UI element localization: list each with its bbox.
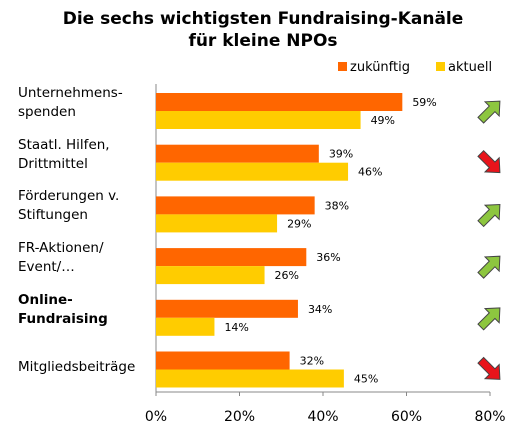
category-label-line: Fundraising — [18, 310, 108, 327]
category-label-line: Event/… — [18, 259, 75, 276]
bar-aktuell — [156, 369, 344, 388]
category-label: Mitgliedsbeiträge — [18, 358, 135, 377]
data-label: 34% — [308, 303, 332, 316]
trend-arrow-shape — [477, 356, 501, 380]
category-label-line: Unternehmens- — [18, 85, 123, 101]
legend-swatch-zukuenftig — [338, 62, 347, 71]
x-tick-label: 0% — [145, 409, 167, 425]
data-label: 38% — [325, 199, 349, 212]
category-label-line: Mitgliedsbeiträge — [18, 359, 136, 375]
legend-swatch-aktuell — [436, 62, 445, 71]
bar-aktuell — [156, 266, 265, 285]
data-label: 32% — [300, 355, 324, 368]
trend-arrow-shape — [477, 100, 501, 124]
data-label: 36% — [316, 251, 340, 264]
legend-item-zukuenftig: zukünftig — [338, 60, 410, 75]
bar-aktuell — [156, 317, 215, 336]
data-label: 45% — [354, 373, 378, 386]
legend-label-aktuell: aktuell — [448, 60, 493, 75]
chart-title: Die sechs wichtigsten Fundraising-Kanäle… — [0, 8, 526, 52]
x-tick-label: 40% — [307, 409, 338, 425]
data-label: 46% — [358, 166, 382, 179]
category-label: FR-Aktionen/Event/… — [18, 239, 104, 277]
bar-aktuell — [156, 214, 278, 233]
category-label-line: FR-Aktionen/ — [18, 240, 104, 257]
bar-zukuenftig — [156, 93, 403, 111]
trend-arrow-down-icon — [477, 149, 501, 174]
data-label: 26% — [275, 269, 299, 282]
category-label-line: Online- — [18, 291, 73, 308]
bar-aktuell — [156, 111, 361, 129]
bar-zukuenftig — [156, 196, 315, 215]
category-label-line: Stiftungen — [18, 207, 88, 224]
chart-title-line-2: für kleine NPOs — [188, 31, 338, 51]
bar-aktuell — [156, 162, 349, 181]
data-label: 29% — [287, 217, 311, 230]
x-tick-label: 60% — [391, 409, 422, 425]
data-label: 39% — [329, 148, 353, 161]
bar-zukuenftig — [156, 248, 307, 267]
trend-arrow-shape — [477, 149, 501, 174]
trend-arrow-up-icon — [477, 255, 501, 279]
bar-zukuenftig — [156, 299, 298, 318]
category-label-line: Förderungen v. — [18, 188, 120, 205]
trend-arrow-shape — [477, 307, 501, 331]
data-label: 59% — [412, 96, 436, 109]
trend-arrow-up-icon — [477, 100, 501, 124]
category-label: Förderungen v. Stiftungen — [18, 187, 119, 225]
chart-title-line-1: Die sechs wichtigsten Fundraising-Kanäle — [62, 9, 464, 29]
category-label-line: spenden — [18, 104, 76, 120]
trend-arrow-shape — [477, 203, 501, 228]
x-tick-label: 20% — [224, 409, 255, 425]
data-label: 49% — [371, 114, 395, 127]
legend-label-zukuenftig: zukünftig — [350, 60, 410, 75]
trend-arrow-up-icon — [477, 203, 501, 228]
x-tick-label: 80% — [474, 409, 505, 425]
bar-zukuenftig — [156, 351, 290, 370]
trend-arrow-up-icon — [477, 307, 501, 331]
trend-arrow-shape — [477, 255, 501, 279]
category-label: Online- Fundraising — [18, 291, 108, 329]
category-label-line: Staatl. Hilfen, — [18, 136, 110, 153]
category-label-line: Drittmittel — [18, 155, 88, 172]
legend-item-aktuell: aktuell — [436, 60, 492, 75]
category-label: Unternehmens-spenden — [18, 84, 123, 122]
category-label: Staatl. Hilfen, Drittmittel — [18, 136, 110, 174]
data-label: 14% — [224, 321, 248, 334]
trend-arrow-down-icon — [477, 356, 501, 380]
bar-zukuenftig — [156, 144, 319, 163]
